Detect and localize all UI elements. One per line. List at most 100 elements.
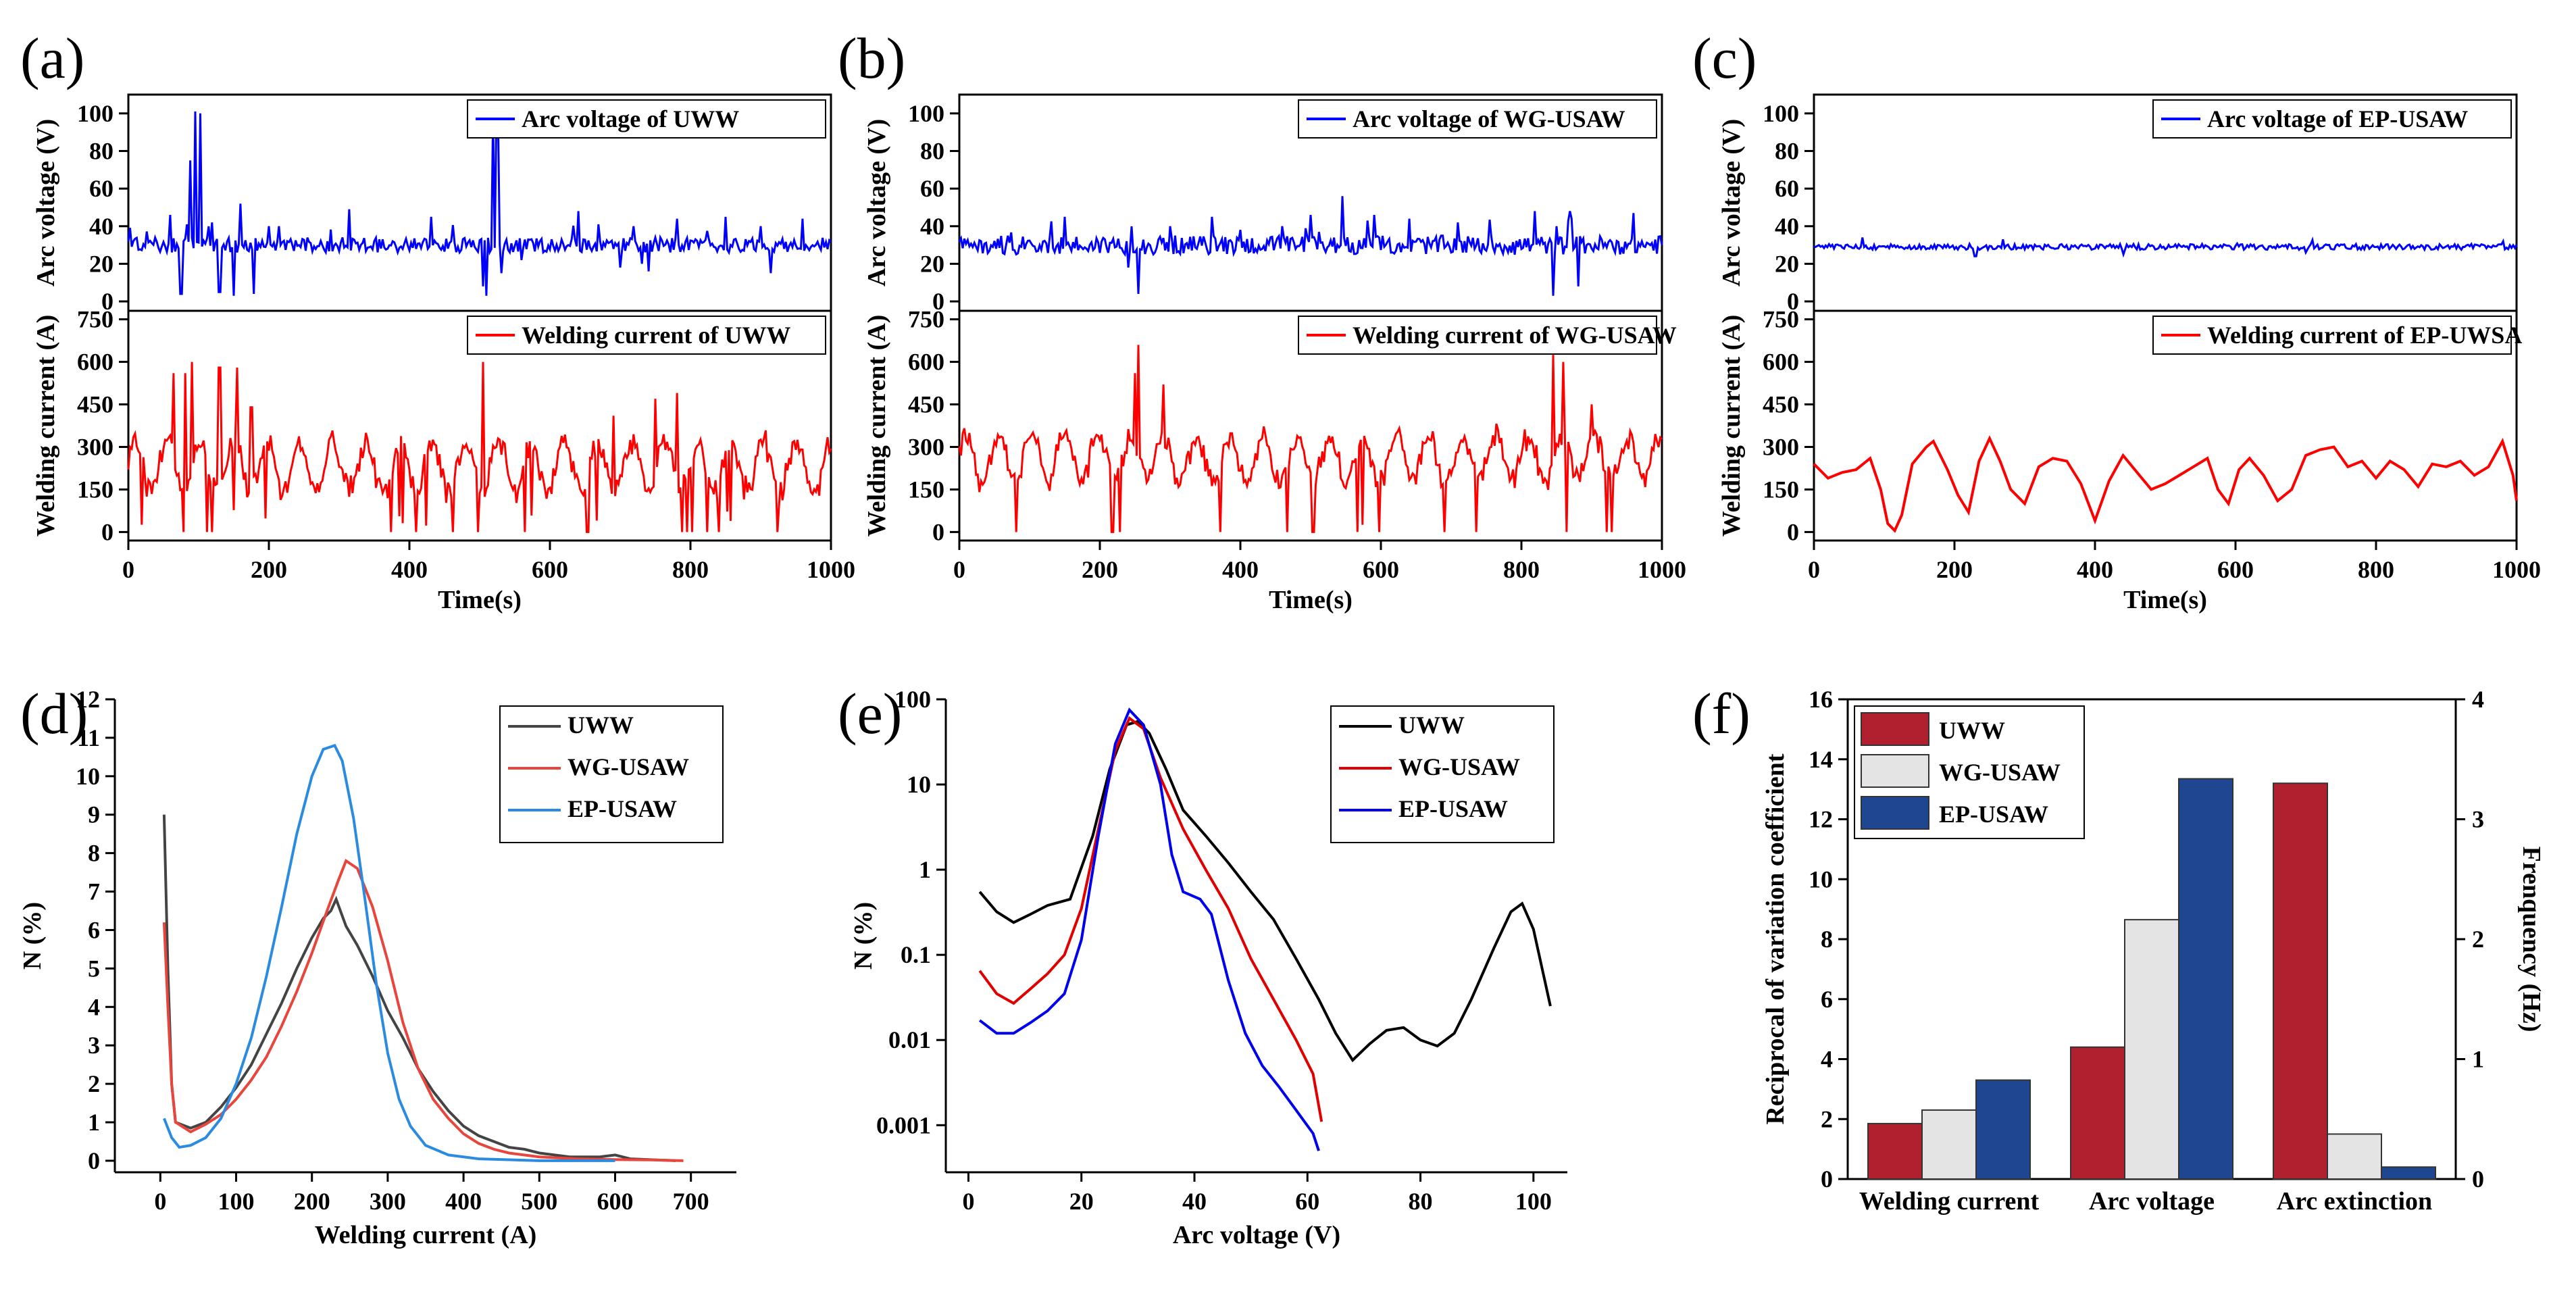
x-axis-label: Welding current (A) xyxy=(315,1221,537,1249)
x-tick-label: 0 xyxy=(953,556,965,583)
series-line xyxy=(958,345,1663,533)
y-axis-label: Welding current (A) xyxy=(863,315,891,537)
y-tick-label: 4 xyxy=(1821,1046,1833,1073)
panel-label-e: (e) xyxy=(838,681,902,746)
y-tick-label: 450 xyxy=(1763,391,1799,418)
series-line xyxy=(163,743,615,1162)
y-axis-label: Arc voltage (V) xyxy=(863,119,891,286)
x-axis-label: Arc voltage (V) xyxy=(1173,1221,1340,1249)
y-tick-label: 300 xyxy=(908,433,944,460)
x-tick-label: 40 xyxy=(1182,1188,1207,1215)
x-tick-label: 600 xyxy=(2217,556,2254,583)
y-tick-label: 750 xyxy=(1763,306,1799,333)
y-tick-label: 450 xyxy=(77,391,113,418)
legend-box xyxy=(467,99,826,139)
y-tick-label: 40 xyxy=(920,213,944,240)
y-tick-label: 20 xyxy=(1775,250,1799,277)
y-tick-label: 100 xyxy=(77,100,113,127)
bar xyxy=(2070,1046,2125,1180)
panel-label-c: (c) xyxy=(1692,26,1757,91)
y-tick-label: 10 xyxy=(907,771,931,798)
x-tick-label: 300 xyxy=(370,1188,406,1215)
x-tick-label: 200 xyxy=(1936,556,1973,583)
y-tick-label: 10 xyxy=(76,763,100,790)
legend-label: EP-USAW xyxy=(1939,801,2048,828)
series-line xyxy=(127,111,832,296)
y2-tick-label: 4 xyxy=(2472,686,2484,713)
x-tick-label: 100 xyxy=(218,1188,255,1215)
bar xyxy=(2273,782,2328,1180)
series-line xyxy=(958,196,1663,296)
legend-box xyxy=(499,705,724,843)
x-category-label: Welding current xyxy=(1859,1187,2040,1216)
y2-tick-label: 1 xyxy=(2472,1046,2484,1073)
y-tick-label: 600 xyxy=(1763,349,1799,376)
y-tick-label: 150 xyxy=(1763,476,1799,503)
chart-a: 0 200 400 600 800 1000 Time(s) 0 20 40 60 80 100 Arc … xyxy=(32,93,855,614)
legend-swatch xyxy=(1861,796,1929,830)
y-tick-label: 60 xyxy=(1775,175,1799,202)
x-tick-label: 600 xyxy=(597,1188,633,1215)
legend-label: Arc voltage of UWW xyxy=(522,105,739,132)
y-tick-label: 0 xyxy=(932,288,944,315)
x-tick-label: 1000 xyxy=(807,556,855,583)
series-line xyxy=(127,361,832,533)
legend-label: WG-USAW xyxy=(1939,759,2061,786)
x-tick-label: 700 xyxy=(673,1188,709,1215)
x-tick-label: 800 xyxy=(2358,556,2394,583)
panel-label-b: (b) xyxy=(838,26,905,91)
x-tick-label: 100 xyxy=(1515,1188,1552,1215)
bar xyxy=(2124,919,2179,1180)
y-tick-label: 10 xyxy=(1809,866,1833,893)
legend-box xyxy=(1298,316,1657,355)
chart-b: 0 200 400 600 800 1000 Time(s) 0 20 40 60 80 100 Arc … xyxy=(863,93,1686,614)
bar xyxy=(1921,1109,1977,1180)
x-tick-label: 1000 xyxy=(1638,556,1686,583)
y-tick-label: 100 xyxy=(908,100,944,127)
x-axis-label: Time(s) xyxy=(438,586,522,614)
legend-label: UWW xyxy=(1398,711,1465,738)
y-tick-label: 12 xyxy=(1809,806,1833,833)
legend-box xyxy=(1298,99,1657,139)
legend-box xyxy=(1330,705,1555,843)
x-tick-label: 80 xyxy=(1409,1188,1433,1215)
series-line xyxy=(162,858,684,1162)
x-tick-label: 500 xyxy=(521,1188,557,1215)
x-tick-label: 600 xyxy=(1363,556,1399,583)
y-tick-label: 60 xyxy=(920,175,944,202)
x-tick-label: 400 xyxy=(445,1188,482,1215)
y-tick-label: 0 xyxy=(1787,288,1799,315)
y-tick-label: 20 xyxy=(920,250,944,277)
y-tick-label: 8 xyxy=(1821,926,1833,953)
bar xyxy=(1867,1122,1923,1180)
y-tick-label: 750 xyxy=(908,306,944,333)
y-axis-label: Arc voltage (V) xyxy=(1717,119,1746,286)
y-tick-label: 600 xyxy=(908,349,944,376)
series-line xyxy=(1813,435,2518,533)
x-tick-label: 400 xyxy=(391,556,428,583)
y2-tick-label: 3 xyxy=(2472,806,2484,833)
x-tick-label: 200 xyxy=(1082,556,1118,583)
y-tick-label: 16 xyxy=(1809,686,1833,713)
bar xyxy=(1975,1079,2031,1180)
chart-c: 0 200 400 600 800 1000 Time(s) 0 20 40 60 80 100 Arc … xyxy=(1717,93,2541,614)
legend-label: Arc voltage of WG-USAW xyxy=(1353,105,1625,132)
x-tick-label: 0 xyxy=(962,1188,974,1215)
y-tick-label: 2 xyxy=(1821,1105,1833,1132)
x-axis-label: Time(s) xyxy=(2123,586,2207,614)
series-line xyxy=(978,720,1552,1063)
x-tick-label: 200 xyxy=(251,556,287,583)
x-tick-label: 1000 xyxy=(2492,556,2541,583)
y-tick-label: 11 xyxy=(77,724,100,751)
bar xyxy=(2381,1166,2436,1180)
y-tick-label: 80 xyxy=(920,137,944,164)
y-tick-label: 0.001 xyxy=(876,1111,931,1138)
y-tick-label: 6 xyxy=(1821,986,1833,1013)
legend-label: EP-USAW xyxy=(1398,795,1508,822)
x-tick-label: 0 xyxy=(154,1188,166,1215)
y-tick-label: 0 xyxy=(1821,1166,1833,1193)
x-tick-label: 200 xyxy=(294,1188,330,1215)
series-line xyxy=(978,707,1320,1151)
